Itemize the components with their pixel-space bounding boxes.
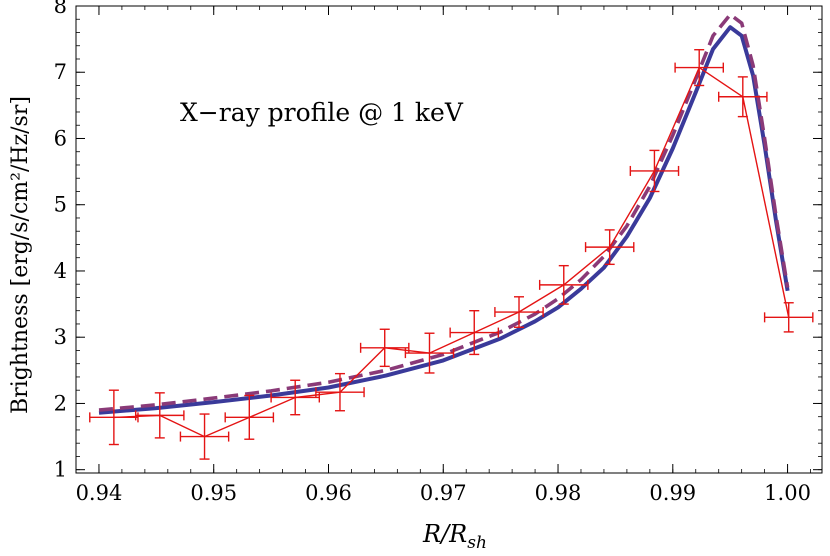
x-tick-label: 0.95 [190, 481, 237, 505]
plot-frame [75, 5, 823, 474]
error-bar-point [270, 379, 321, 416]
x-tick-label: 0.99 [649, 481, 696, 505]
y-tick-label: 3 [54, 325, 67, 349]
observed-profile-line [113, 66, 790, 438]
error-bar-point [538, 264, 589, 305]
y-tick-label: 4 [54, 259, 67, 283]
y-tick-label: 8 [54, 0, 67, 18]
error-bar-point [718, 76, 768, 118]
x-tick-label: 0.97 [420, 481, 467, 505]
x-tick-label: 0.98 [535, 481, 582, 505]
error-bar-point [224, 394, 275, 440]
x-axis-label-subscript: sh [467, 533, 487, 553]
dashed-model-line [98, 12, 790, 412]
error-bar-point [449, 310, 500, 356]
x-axis-label: R/Rsh [422, 520, 487, 553]
error-bar-point [89, 389, 139, 446]
y-tick-label: 2 [54, 391, 67, 415]
error-bar-point [763, 302, 814, 333]
y-axis-label: Brightness [erg/s/cm²/Hz/sr] [8, 96, 33, 414]
x-tick-label: 1.00 [764, 481, 811, 505]
x-tick-label: 0.96 [305, 481, 352, 505]
y-tick-label: 6 [54, 126, 67, 150]
error-bar-point [629, 149, 680, 193]
y-tick-label: 5 [54, 193, 67, 217]
series-layer [98, 12, 790, 438]
chart-annotation: X−ray profile @ 1 keV [180, 98, 464, 127]
error-bar-point [359, 328, 410, 368]
error-bars-layer [89, 49, 814, 460]
x-axis-label-main: R/R [422, 520, 467, 548]
error-bar-point [674, 49, 724, 87]
error-bar-point [179, 413, 230, 460]
error-bar-point [134, 392, 185, 439]
y-tick-label: 7 [54, 60, 67, 84]
solid-model-line [98, 25, 790, 415]
error-bar-point [584, 229, 635, 266]
error-bar-point [404, 332, 455, 374]
y-tick-label: 1 [54, 458, 67, 482]
error-bar-point [494, 296, 544, 328]
x-tick-label: 0.94 [76, 481, 123, 505]
axes-layer: 0.94 0.95 0.96 0.97 0.98 0.99 1.00 1 2 3 4 5 6 7 8 [54, 0, 823, 505]
error-bar-point [315, 372, 365, 412]
